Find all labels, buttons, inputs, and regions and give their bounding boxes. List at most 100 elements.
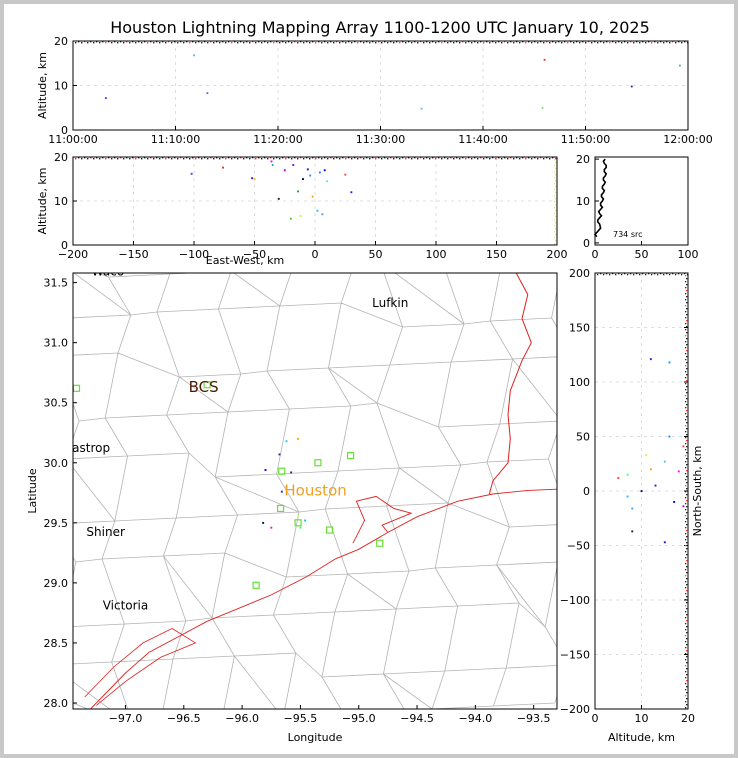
edge-speckle xyxy=(686,674,688,676)
top-speckle xyxy=(468,157,470,159)
top-speckle xyxy=(225,42,227,44)
top-speckle xyxy=(354,41,356,43)
top-speckle xyxy=(339,42,341,44)
top-speckle xyxy=(630,273,632,275)
top-speckle xyxy=(318,41,320,43)
top-speckle xyxy=(363,42,365,44)
y-tick-label: 29.0 xyxy=(44,577,69,590)
top-speckle xyxy=(252,157,254,159)
top-speckle xyxy=(306,41,308,43)
top-speckle xyxy=(672,41,674,43)
y-tick-label: 50 xyxy=(576,431,590,444)
source-point xyxy=(193,54,195,57)
top-speckle xyxy=(627,274,629,276)
top-speckle xyxy=(474,41,476,43)
edge-speckle xyxy=(685,629,687,631)
x-axis-label: Longitude xyxy=(288,731,343,744)
x-tick-label: −96.0 xyxy=(225,712,259,725)
edge-speckle xyxy=(686,278,688,280)
top-speckle xyxy=(549,42,551,44)
top-speckle xyxy=(144,157,146,159)
edge-speckle xyxy=(685,425,687,427)
top-speckle xyxy=(99,42,101,44)
edge-speckle xyxy=(686,332,688,334)
edge-speckle xyxy=(685,503,687,505)
top-speckle xyxy=(585,42,587,44)
source-point xyxy=(316,209,319,212)
top-speckle xyxy=(624,273,626,275)
top-speckle xyxy=(378,41,380,43)
top-speckle xyxy=(510,157,512,159)
top-speckle xyxy=(189,42,191,44)
edge-speckle xyxy=(685,383,687,385)
source-point xyxy=(631,530,634,533)
edge-speckle xyxy=(686,692,688,694)
top-speckle xyxy=(336,157,338,159)
top-speckle xyxy=(240,41,242,43)
edge-speckle xyxy=(686,662,688,664)
top-speckle xyxy=(132,41,134,43)
top-speckle xyxy=(342,157,344,159)
top-speckle xyxy=(414,157,416,159)
top-speckle xyxy=(402,41,404,43)
top-speckle xyxy=(396,41,398,43)
top-speckle xyxy=(159,158,161,160)
top-speckle xyxy=(177,42,179,44)
source-point xyxy=(270,526,273,529)
edge-speckle xyxy=(685,419,687,421)
source-point xyxy=(626,495,629,498)
top-speckle xyxy=(669,42,671,44)
edge-speckle xyxy=(685,605,687,607)
top-speckle xyxy=(348,41,350,43)
top-speckle xyxy=(630,41,632,43)
top-speckle xyxy=(90,157,92,159)
source-point xyxy=(277,197,280,200)
top-speckle xyxy=(648,41,650,43)
edge-speckle xyxy=(686,380,688,382)
top-speckle xyxy=(603,274,605,276)
plan-view-panel: Lufkin BCS Bastrop Houston Shiner Victoria Wac… xyxy=(26,272,558,744)
top-speckle xyxy=(105,158,107,160)
edge-speckle xyxy=(686,308,688,310)
top-speckle xyxy=(525,42,527,44)
edge-speckle xyxy=(686,482,688,484)
top-speckle xyxy=(198,41,200,43)
top-speckle xyxy=(408,41,410,43)
top-speckle xyxy=(354,157,356,159)
top-speckle xyxy=(405,158,407,160)
top-speckle xyxy=(123,158,125,160)
top-speckle xyxy=(144,41,146,43)
top-speckle xyxy=(615,42,617,44)
top-speckle xyxy=(357,42,359,44)
x-tick-label: 0 xyxy=(592,248,599,261)
top-speckle xyxy=(387,158,389,160)
source-point xyxy=(304,519,307,522)
top-speckle xyxy=(255,158,257,160)
top-speckle xyxy=(219,158,221,160)
edge-speckle xyxy=(685,707,687,709)
edge-speckle xyxy=(555,216,557,218)
edge-speckle xyxy=(686,500,688,502)
x-tick-label: −96.5 xyxy=(167,712,201,725)
y-tick-label: 100 xyxy=(569,376,590,389)
top-speckle xyxy=(546,41,548,43)
top-speckle xyxy=(660,41,662,43)
edge-speckle xyxy=(686,296,688,298)
top-speckle xyxy=(318,157,320,159)
source-point xyxy=(306,168,309,171)
top-speckle xyxy=(327,158,329,160)
top-speckle xyxy=(375,158,377,160)
edge-speckle xyxy=(685,545,687,547)
top-speckle xyxy=(438,157,440,159)
top-speckle xyxy=(498,157,500,159)
top-speckle xyxy=(276,157,278,159)
top-speckle xyxy=(669,274,671,276)
edge-speckle xyxy=(686,374,688,376)
top-speckle xyxy=(516,41,518,43)
edge-speckle xyxy=(685,407,687,409)
edge-speckle xyxy=(686,590,688,592)
top-speckle xyxy=(522,41,524,43)
top-speckle xyxy=(210,157,212,159)
top-speckle xyxy=(180,41,182,43)
x-tick-label: 11:20:00 xyxy=(253,133,302,146)
